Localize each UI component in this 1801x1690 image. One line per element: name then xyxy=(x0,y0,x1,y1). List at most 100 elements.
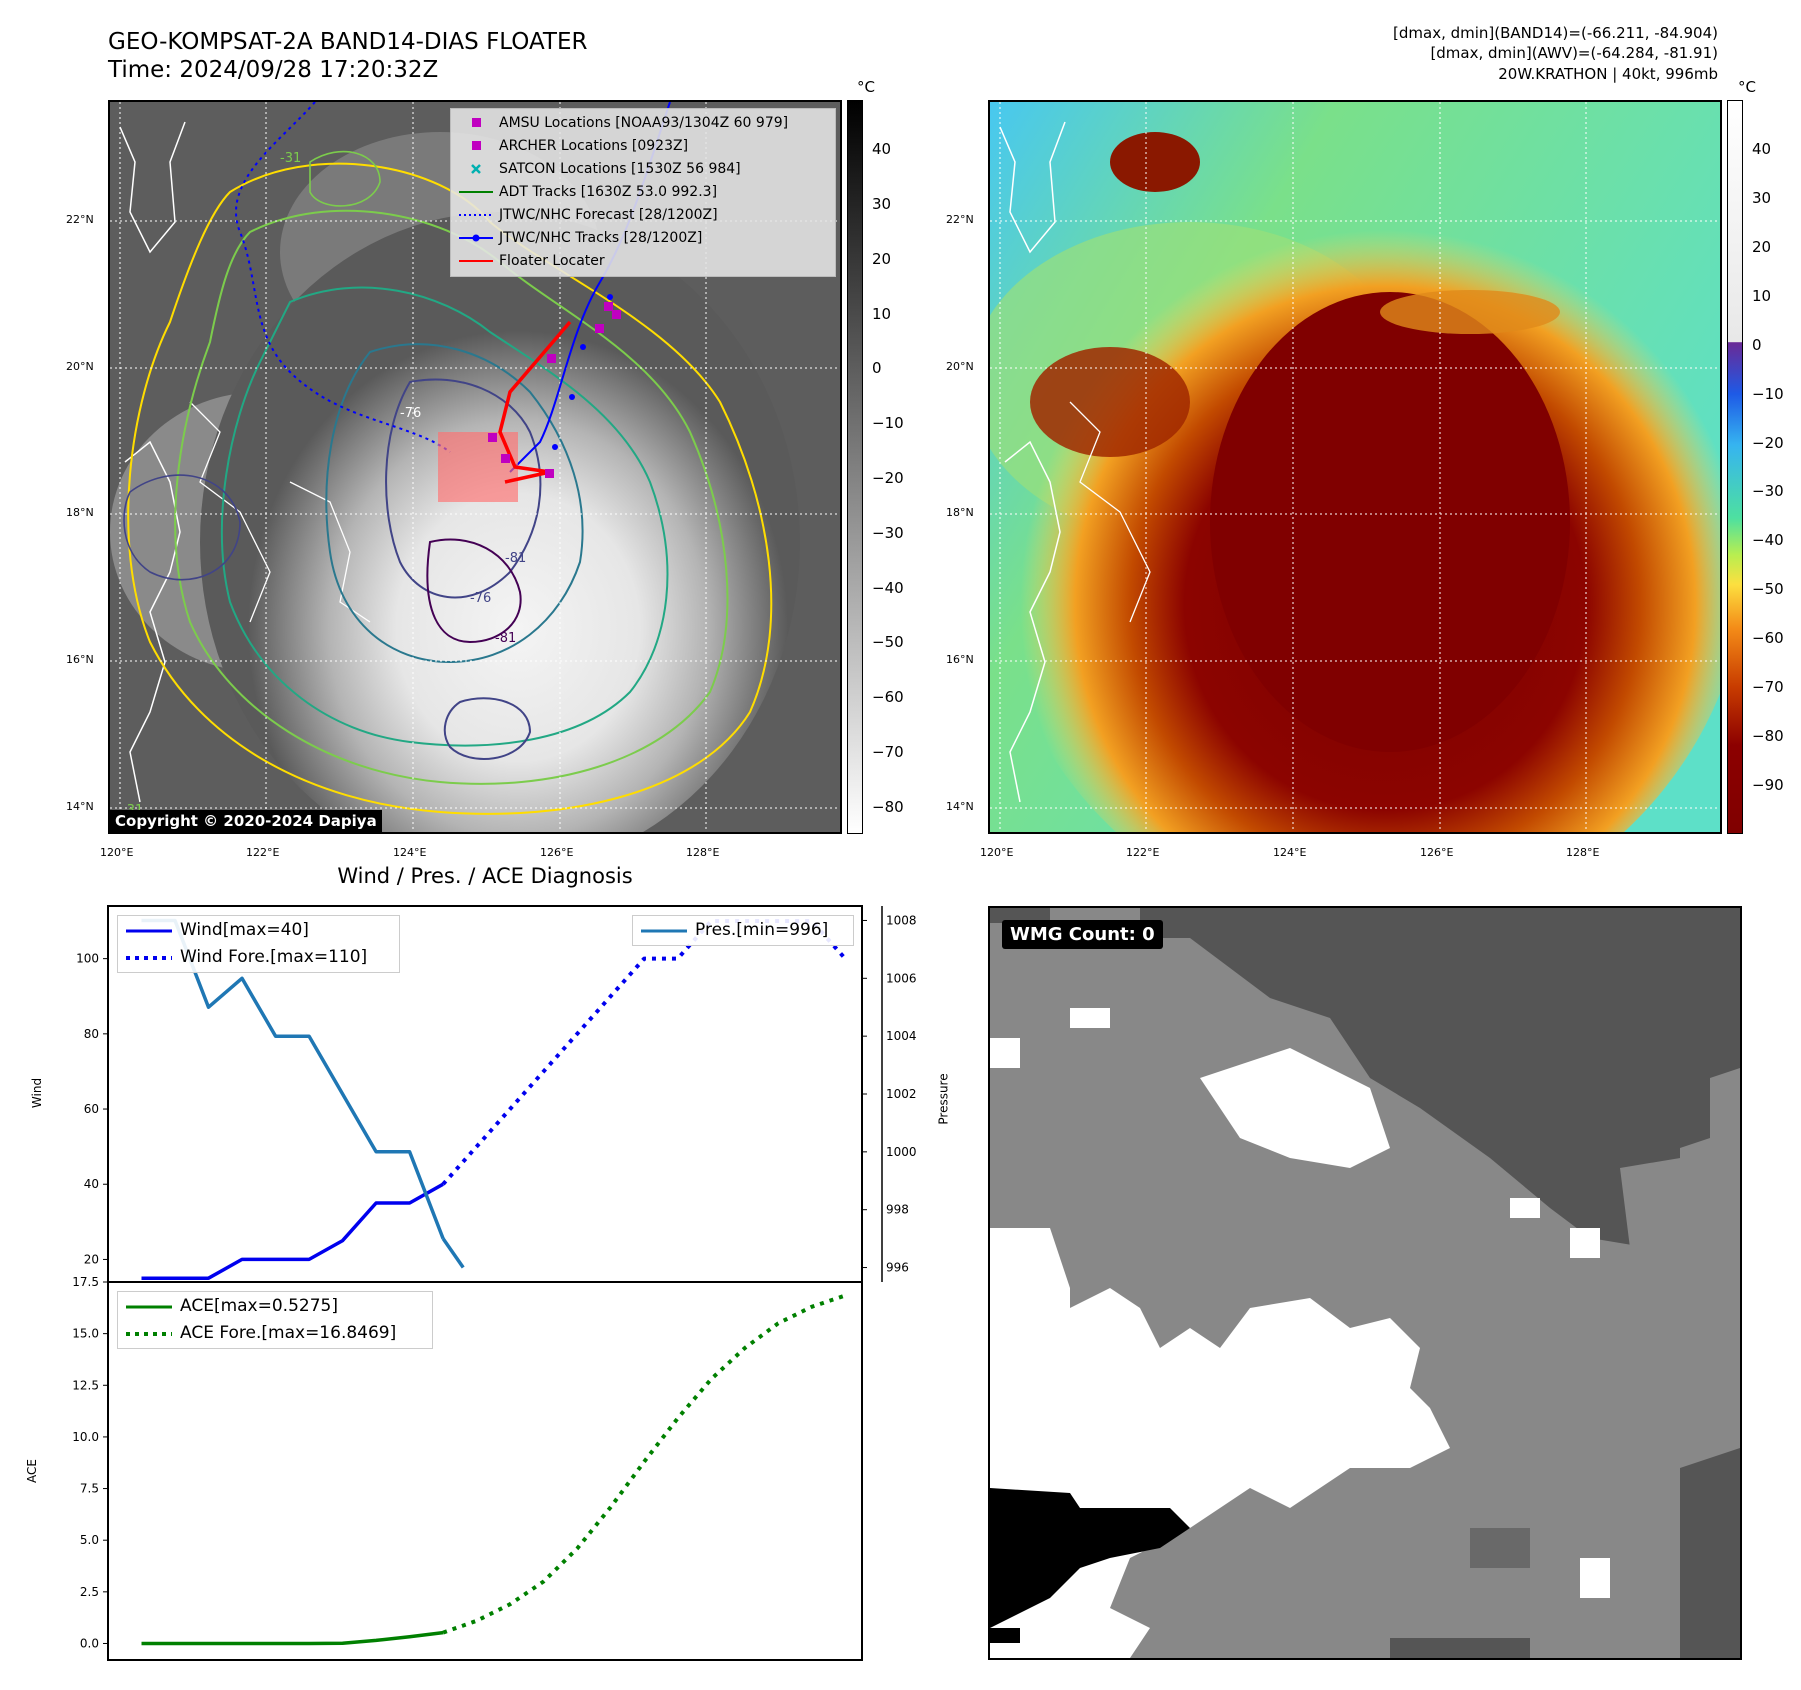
y-tick-label: 17.5 xyxy=(72,1275,99,1289)
ir-map-panel: -76 -81 -76 -81 -31 -31 AMSU Locations [… xyxy=(108,100,842,834)
lat-tick: 20°N xyxy=(66,360,94,373)
colorbar-tick: −20 xyxy=(872,468,904,487)
series-line xyxy=(442,1293,846,1635)
colorbar-tick: −80 xyxy=(872,797,904,816)
line-dot-icon xyxy=(459,234,493,242)
title-line-2: Time: 2024/09/28 17:20:32Z xyxy=(108,57,439,83)
dotted-line-icon xyxy=(126,956,172,960)
ace-legend: ACE[max=0.5275] ACE Fore.[max=16.8469] xyxy=(117,1291,433,1349)
colorbar-tick: 20 xyxy=(1752,237,1772,256)
square-icon xyxy=(472,118,481,127)
contour-label: -76 xyxy=(470,591,491,606)
y-tick-label: 20 xyxy=(84,1252,99,1266)
colorbar-tick: −40 xyxy=(872,578,904,597)
colorbar-color xyxy=(1727,100,1743,834)
y-tick-label: 10.0 xyxy=(72,1430,99,1444)
y2-tick-label: 996 xyxy=(886,1261,909,1275)
lon-tick: 126°E xyxy=(540,846,574,859)
info-line-2: [dmax, dmin](AWV)=(-64.284, -81.91) xyxy=(1430,44,1718,62)
y-tick-label: 5.0 xyxy=(80,1533,99,1547)
y-tick-label: 7.5 xyxy=(80,1482,99,1496)
y-tick-label: 0.0 xyxy=(80,1636,99,1650)
pressure-axis-label: Pressure xyxy=(936,1073,951,1125)
lon-tick: 126°E xyxy=(1420,846,1454,859)
y-tick-label: 100 xyxy=(76,952,99,966)
colorbar-tick: 10 xyxy=(872,304,892,323)
info-line-1: [dmax, dmin](BAND14)=(-66.211, -84.904) xyxy=(1393,24,1718,42)
lat-tick: 18°N xyxy=(946,506,974,519)
chart-title: Wind / Pres. / ACE Diagnosis xyxy=(337,864,633,888)
legend-item: JTWC/NHC Forecast [28/1200Z] xyxy=(451,204,835,227)
line-icon xyxy=(126,929,172,933)
lat-tick: 22°N xyxy=(66,213,94,226)
square-icon xyxy=(472,141,481,150)
line-icon xyxy=(126,1305,172,1309)
lon-tick: 124°E xyxy=(1273,846,1307,859)
lon-tick: 124°E xyxy=(393,846,427,859)
colorbar-tick: −70 xyxy=(872,742,904,761)
lon-tick: 122°E xyxy=(1126,846,1160,859)
wind-legend: Wind[max=40] Wind Fore.[max=110] xyxy=(117,915,400,973)
colorbar-tick: 30 xyxy=(1752,188,1772,207)
line-icon xyxy=(459,191,493,193)
colorbar-tick: −90 xyxy=(1752,776,1784,795)
series-line xyxy=(441,1237,465,1269)
series-line xyxy=(441,919,847,1186)
lon-tick: 120°E xyxy=(980,846,1014,859)
y-tick-label: 15.0 xyxy=(72,1327,99,1341)
title-line-1: GEO-KOMPSAT-2A BAND14-DIAS FLOATER xyxy=(108,29,588,55)
wmg-panel: WMG Count: 0 xyxy=(988,906,1742,1660)
dotted-line-icon xyxy=(126,1332,172,1336)
lon-tick: 128°E xyxy=(686,846,720,859)
colorbar-tick: −10 xyxy=(1752,384,1784,403)
colorbar-tick: −10 xyxy=(872,414,904,433)
y2-tick-label: 1006 xyxy=(886,971,917,985)
colorbar-tick: 0 xyxy=(872,359,882,378)
y-tick-label: 12.5 xyxy=(72,1378,99,1392)
colorbar-tick: 30 xyxy=(872,195,892,214)
colorbar-tick: −40 xyxy=(1752,531,1784,550)
colorbar-tick: 10 xyxy=(1752,286,1772,305)
legend-item: ACE[max=0.5275] xyxy=(118,1293,432,1320)
colorbar-gray xyxy=(847,100,863,834)
legend-item: Wind Fore.[max=110] xyxy=(118,944,399,971)
wind-axis-label: Wind xyxy=(30,1077,45,1109)
pressure-legend: Pres.[min=996] xyxy=(632,915,854,946)
line-icon xyxy=(641,929,687,933)
color-map-image xyxy=(990,102,1720,832)
colorbar-tick: −20 xyxy=(1752,433,1784,452)
colorbar-tick: −60 xyxy=(872,688,904,707)
y2-tick-label: 1008 xyxy=(886,913,917,927)
colorbar-tick: 20 xyxy=(872,249,892,268)
colorbar-tick: −50 xyxy=(1752,580,1784,599)
lat-tick: 16°N xyxy=(946,653,974,666)
y-tick-label: 60 xyxy=(84,1102,99,1116)
colorbar-color-ticks: 40 30 20 10 0 −10 −20 −30 −40 −50 −60 −70 −80 −90 xyxy=(1748,100,1798,834)
y-tick-label: 40 xyxy=(84,1177,99,1191)
line-icon xyxy=(459,260,493,262)
lon-tick: 128°E xyxy=(1566,846,1600,859)
legend-item: SATCON Locations [1530Z 56 984] xyxy=(451,158,835,181)
legend-item: ACE Fore.[max=16.8469] xyxy=(118,1320,432,1347)
wmg-count-label: WMG Count: 0 xyxy=(1002,920,1163,949)
legend-item: Floater Locater xyxy=(451,250,835,273)
lat-tick: 14°N xyxy=(946,800,974,813)
x-marker-icon xyxy=(471,164,481,174)
lat-tick: 20°N xyxy=(946,360,974,373)
lat-tick: 22°N xyxy=(946,213,974,226)
color-map-panel xyxy=(988,100,1722,834)
colorbar-color-unit: °C xyxy=(1738,78,1756,96)
copyright-label: Copyright © 2020-2024 Dapiya xyxy=(110,810,382,832)
ace-axis-label: ACE xyxy=(24,1459,39,1483)
colorbar-tick: 40 xyxy=(872,140,892,159)
colorbar-tick: −80 xyxy=(1752,727,1784,746)
colorbar-tick: −30 xyxy=(1752,482,1784,501)
y2-tick-label: 1004 xyxy=(886,1029,917,1043)
legend-item: JTWC/NHC Tracks [28/1200Z] xyxy=(451,227,835,250)
lat-tick: 18°N xyxy=(66,506,94,519)
colorbar-tick: −30 xyxy=(872,523,904,542)
contour-label: -81 xyxy=(505,551,526,566)
y2-tick-label: 1000 xyxy=(886,1145,917,1159)
colorbar-tick: −60 xyxy=(1752,629,1784,648)
lat-tick: 16°N xyxy=(66,653,94,666)
